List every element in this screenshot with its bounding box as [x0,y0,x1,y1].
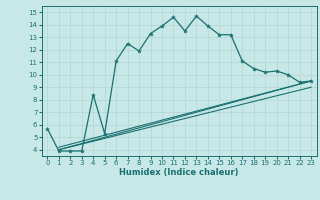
X-axis label: Humidex (Indice chaleur): Humidex (Indice chaleur) [119,168,239,177]
